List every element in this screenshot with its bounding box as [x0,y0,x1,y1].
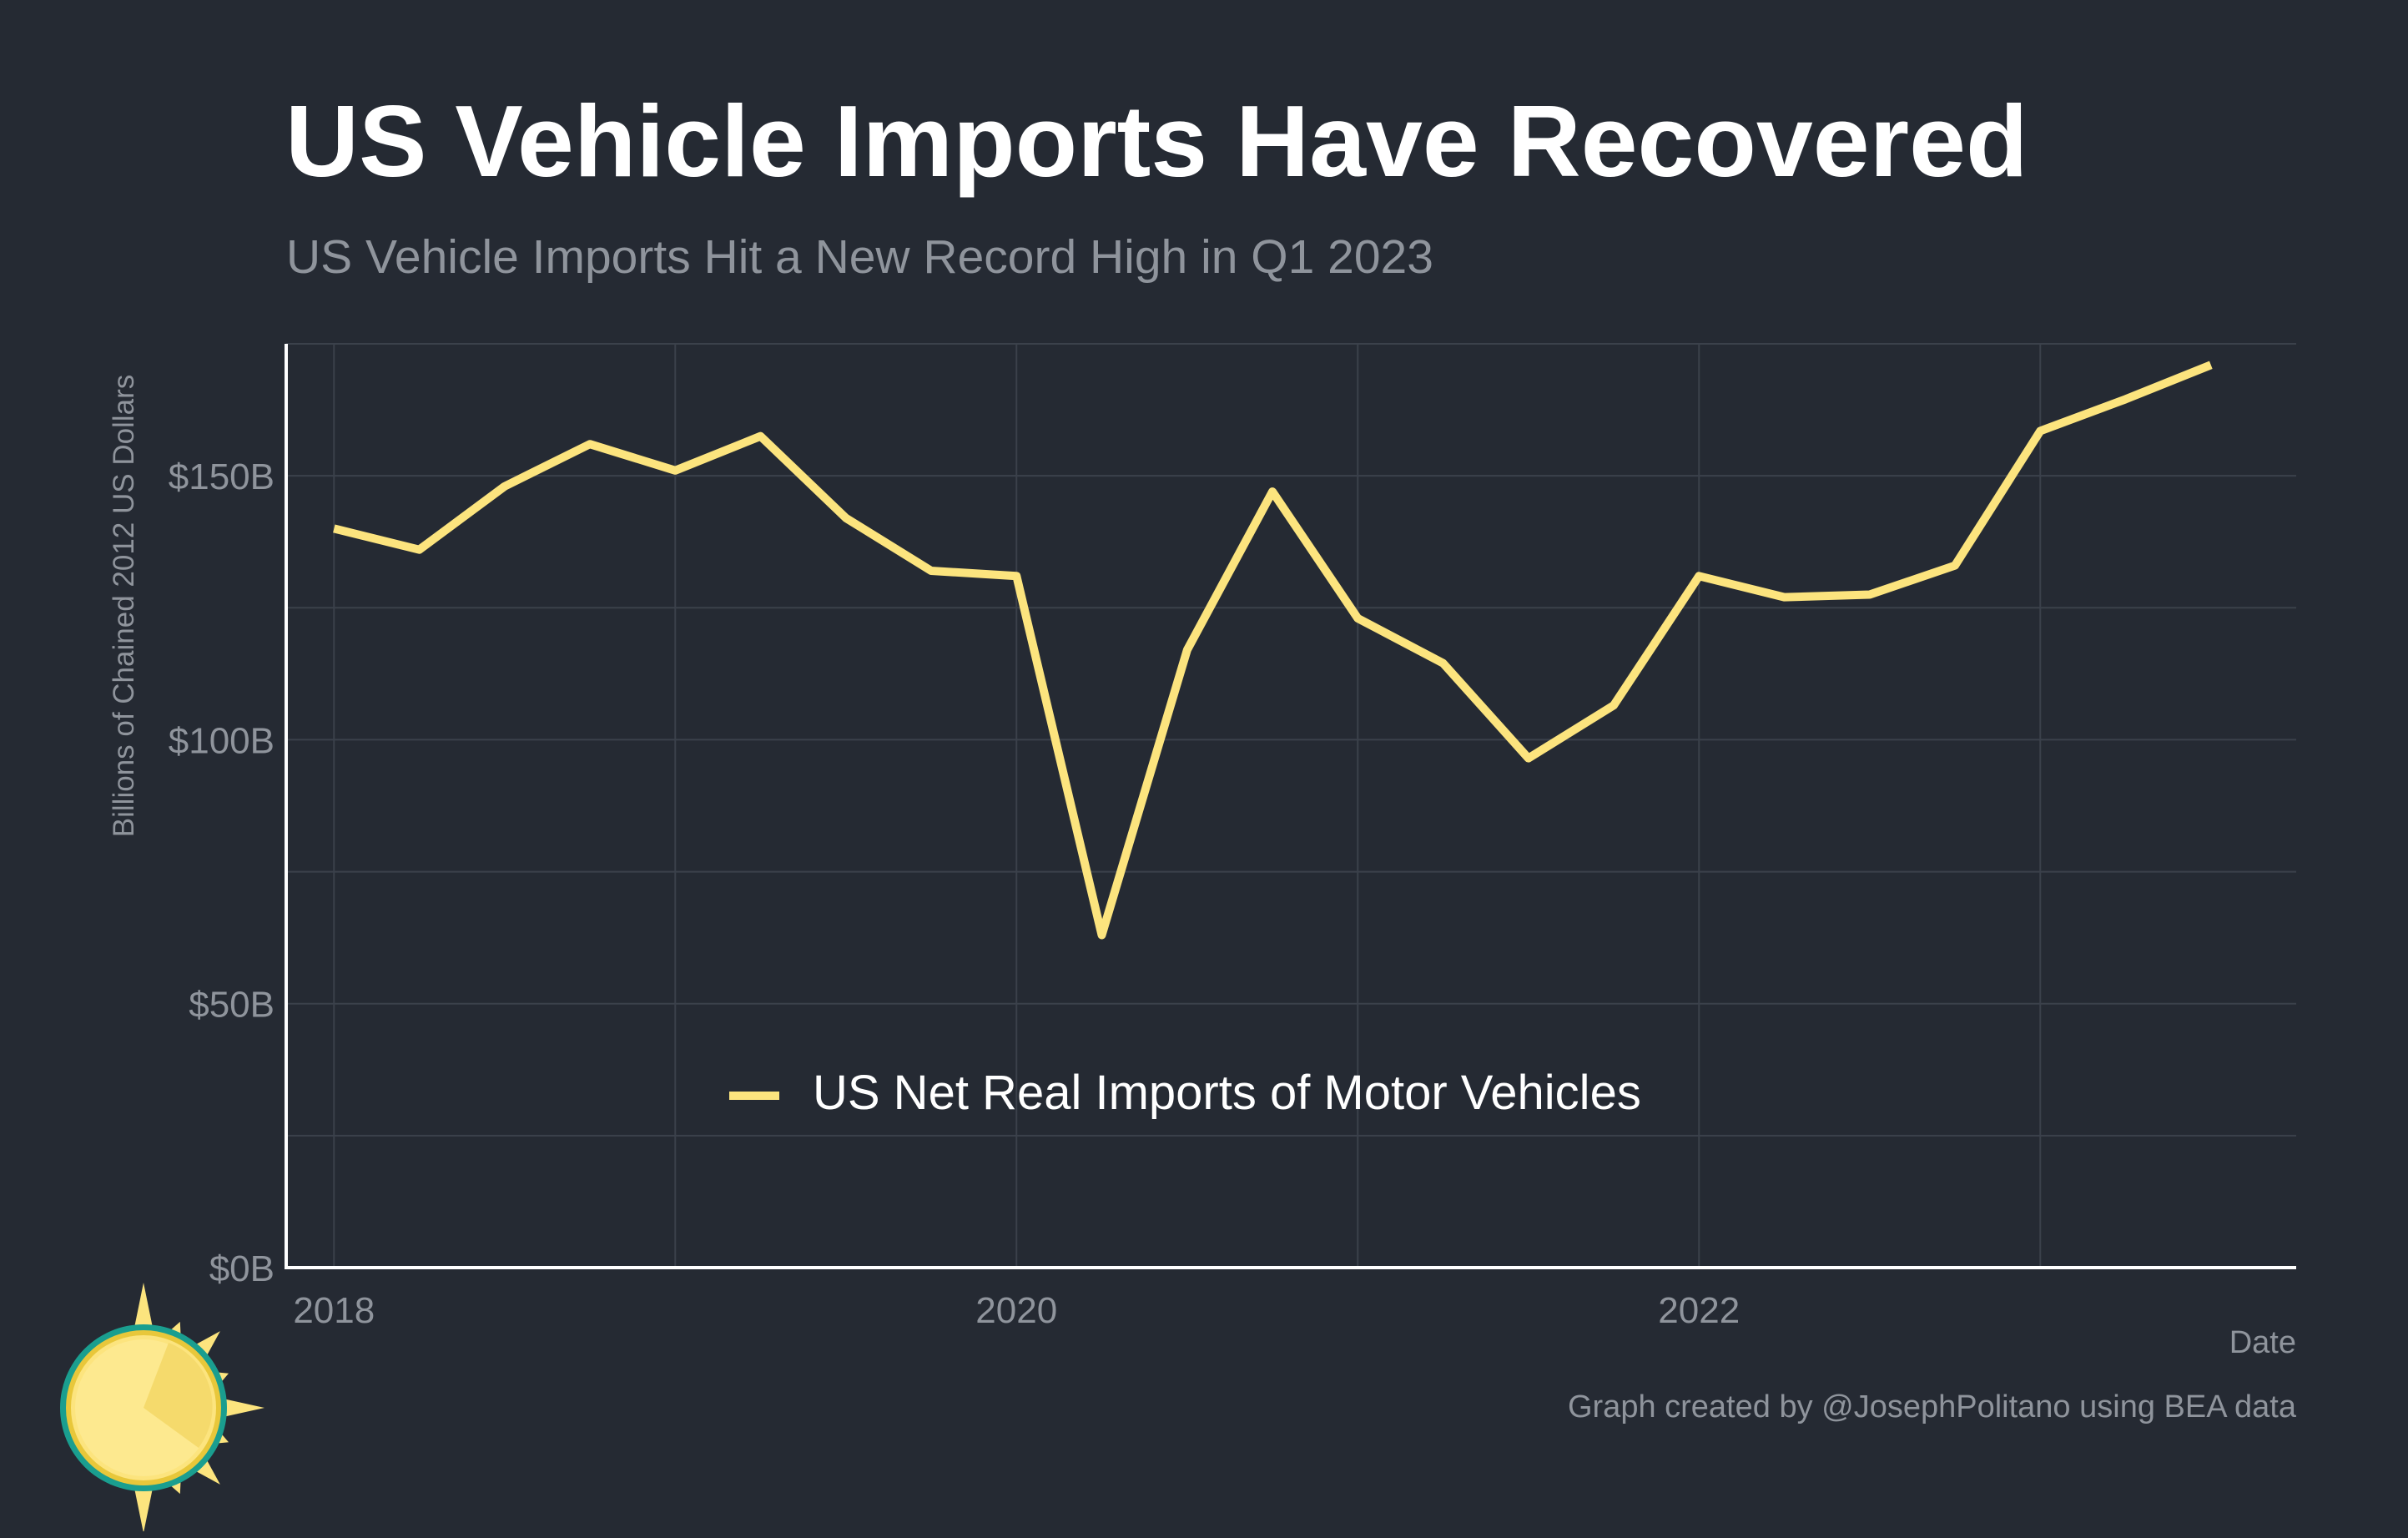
x-tick-label: 2020 [975,1290,1057,1331]
y-tick-label: $100B [169,720,275,761]
y-tick-label: $150B [169,456,275,497]
legend-label: US Net Real Imports of Motor Vehicles [813,1066,1641,1120]
y-axis-label: Billions of Chained 2012 US Dollars [108,375,140,837]
chart-subtitle: US Vehicle Imports Hit a New Record High… [286,230,1433,284]
y-tick-label: $50B [189,985,275,1026]
x-axis-label: Date [2229,1325,2296,1360]
legend: US Net Real Imports of Motor Vehicles [729,1066,1641,1120]
source-caption: Graph created by @JosephPolitano using B… [1567,1389,2296,1425]
grid-lines [286,343,2296,1268]
chart-title: US Vehicle Imports Have Recovered [285,84,2028,198]
x-tick-label: 2018 [293,1290,375,1331]
series-line [333,361,2213,940]
tick-labels: $0B $50B $100B $150B 2018 2020 2022 [169,456,1740,1331]
y-tick-label: $0B [209,1248,275,1289]
axes [285,344,2296,1269]
sun-icon [60,1283,264,1531]
series-layer [333,361,2213,940]
sun-ray [132,1477,155,1531]
x-tick-label: 2022 [1658,1290,1740,1331]
sun-ray [132,1283,155,1339]
